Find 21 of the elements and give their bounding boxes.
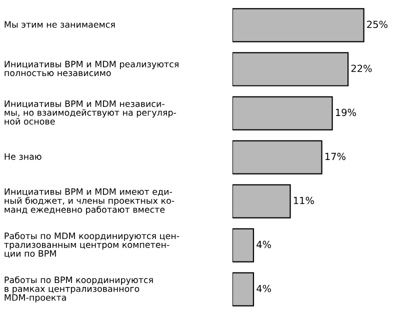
y-tick-label: Работы по BPM координируются в рамках централизованного MDM-проекта: [4, 276, 153, 302]
y-tick-label: Мы этим не занимаемся: [4, 21, 115, 28]
data-label: 4%: [256, 284, 271, 292]
bar: [232, 184, 291, 218]
y-tick-label: Инициативы BPM и MDM независи- мы, но взаимодействуют на регуляр- ной основе: [4, 100, 176, 125]
y-tick-label: Инициативы BPM и MDM имеют еди- ный бюджет, и члены проектных ко- манд ежедневно работают вместе: [4, 188, 174, 215]
y-tick-label: Инициативы BPM и MDM реализуются полностью независимо: [4, 60, 178, 76]
bar: [232, 140, 322, 174]
bar: [232, 228, 254, 262]
y-tick-label: Не знаю: [4, 153, 42, 160]
bar: [232, 8, 364, 42]
data-label: 11%: [294, 196, 314, 204]
data-label: 25%: [367, 20, 388, 28]
bar: [232, 52, 349, 86]
data-label: 22%: [351, 64, 372, 72]
data-label: 17%: [325, 152, 346, 160]
data-label: 19%: [336, 108, 356, 116]
bar: [232, 96, 333, 130]
data-label: 4%: [256, 240, 271, 248]
y-tick-label: Работы по MDM координируются цен- трализованным центром компетен- ции по BPM: [4, 232, 180, 258]
bar: [232, 272, 254, 306]
